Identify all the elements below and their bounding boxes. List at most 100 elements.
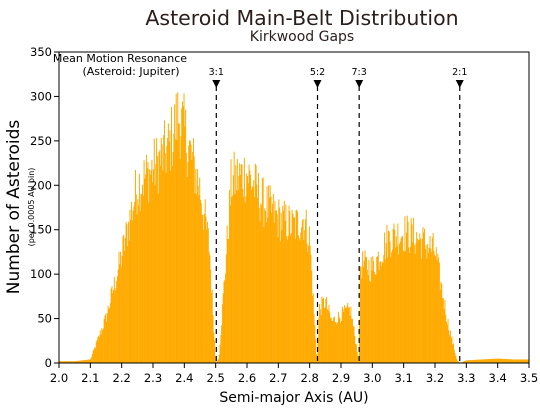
histogram-bar — [457, 361, 459, 363]
histogram-bar — [141, 193, 143, 363]
histogram-bar — [301, 220, 303, 363]
histogram-bar — [496, 358, 498, 363]
histogram-bar — [321, 296, 323, 363]
histogram-bar — [464, 360, 466, 363]
histogram-bar — [251, 186, 253, 363]
histogram-bar — [152, 182, 154, 363]
histogram-bar — [84, 360, 86, 363]
histogram-bar — [492, 358, 494, 363]
histogram-bar — [72, 361, 74, 363]
histogram-bar — [247, 183, 249, 363]
histogram-bar — [409, 252, 411, 363]
histogram-bar — [196, 168, 198, 363]
histogram-bar — [166, 146, 168, 363]
histogram-bar — [342, 309, 344, 363]
histogram-bar — [262, 177, 264, 363]
histogram-bar — [319, 303, 321, 363]
histogram-bar — [495, 358, 497, 363]
histogram-bar — [121, 256, 123, 363]
histogram-bar — [351, 319, 353, 363]
histogram-bar — [97, 337, 99, 363]
resonance-label: 7:3 — [352, 67, 367, 78]
histogram-bar — [167, 137, 169, 363]
histogram-bar — [478, 359, 480, 363]
histogram-bar — [398, 254, 400, 363]
histogram-bar — [500, 358, 501, 363]
histogram-bar — [92, 350, 94, 363]
histogram-bar — [117, 269, 119, 363]
histogram-bar — [139, 211, 141, 363]
histogram-bar — [327, 310, 329, 363]
histogram-bar — [348, 307, 350, 363]
histogram-bar — [478, 359, 480, 363]
x-tick-label: 3.4 — [489, 371, 507, 385]
histogram-bar — [248, 164, 250, 363]
histogram-bar — [116, 276, 118, 363]
x-axis-label: Semi-major Axis (AU) — [219, 390, 368, 406]
histogram-bar — [62, 361, 64, 363]
histogram-bar — [287, 235, 289, 363]
histogram-bar — [130, 219, 132, 363]
histogram-bar — [201, 214, 203, 363]
histogram-bar — [513, 359, 515, 363]
histogram-bar — [140, 194, 142, 363]
histogram-bar — [134, 169, 136, 363]
histogram-bar — [279, 241, 281, 363]
histogram-bar — [373, 261, 375, 363]
histogram-bar — [76, 361, 78, 363]
histogram-bar — [252, 187, 254, 363]
histogram-bar — [352, 326, 354, 363]
histogram-bar — [62, 361, 64, 363]
histogram-bar — [124, 238, 126, 363]
histogram-bar — [99, 330, 101, 363]
histogram-bar — [209, 255, 211, 363]
histogram-bar — [156, 156, 158, 363]
histogram-bar — [70, 361, 72, 363]
x-tick-label: 2.2 — [113, 371, 131, 385]
x-axis-ticks: 2.0 2.1 2.2 2.3 2.4 2.5 2.6 2.7 2.8 2.9 3.0 3.1 3.2 3… — [50, 363, 538, 385]
histogram-bar — [424, 228, 426, 363]
histogram-bar — [142, 184, 144, 363]
histogram-bar — [449, 335, 451, 363]
histogram-bar — [79, 360, 81, 363]
histogram-bar — [362, 251, 364, 363]
histogram-bar — [228, 189, 230, 363]
histogram-bar — [346, 305, 348, 363]
histogram-bar — [358, 359, 360, 363]
histogram-bar — [159, 150, 161, 363]
histogram-bar — [102, 330, 104, 363]
histogram-bar — [257, 172, 259, 363]
histogram-bar — [167, 123, 169, 363]
histogram-bar — [102, 328, 104, 363]
histogram-bar — [388, 231, 390, 363]
histogram-bar — [134, 201, 136, 363]
histogram-bar — [267, 217, 269, 363]
histogram-bar — [126, 224, 128, 363]
histogram-bar — [188, 145, 190, 363]
histogram-bar — [416, 238, 418, 363]
plot-frame — [58, 51, 530, 364]
histogram-bar — [104, 315, 106, 363]
histogram-bar — [348, 307, 350, 363]
x-tick-label: 3.5 — [520, 371, 538, 385]
x-tick-label: 2.4 — [175, 371, 193, 385]
histogram-bar — [225, 273, 227, 363]
histogram-bar — [149, 169, 151, 363]
histogram-bar — [333, 316, 335, 363]
histogram-bar — [214, 356, 216, 363]
y-tick-label: 250 — [30, 134, 52, 148]
histogram-bar — [485, 359, 487, 363]
histogram-bar — [192, 138, 194, 363]
histogram-bar — [299, 240, 301, 363]
histogram-bar — [311, 270, 313, 363]
histogram-bar — [413, 217, 415, 363]
resonance-label: 2:1 — [452, 67, 467, 78]
histogram-bar — [85, 359, 87, 363]
histogram-bar — [424, 248, 426, 363]
histogram-bar — [431, 252, 433, 363]
histogram-bar — [253, 180, 255, 363]
histogram-bar — [264, 208, 266, 363]
histogram-bar — [164, 153, 166, 363]
histogram-bar — [229, 205, 231, 363]
histogram-bar — [88, 359, 90, 363]
